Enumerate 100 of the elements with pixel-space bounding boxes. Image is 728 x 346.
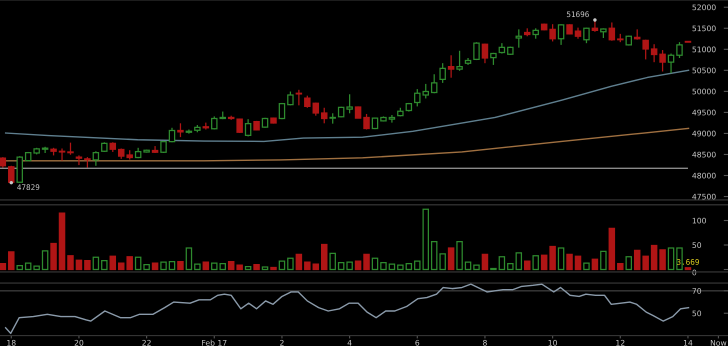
bar [600, 250, 607, 270]
bar [626, 256, 632, 270]
candlestick [558, 24, 564, 46]
bar [244, 266, 252, 270]
bar [507, 263, 514, 270]
bar [143, 264, 150, 270]
bar [296, 254, 302, 270]
candlestick [118, 148, 124, 160]
candlestick [490, 52, 497, 66]
bar [490, 268, 497, 270]
candlestick [126, 150, 133, 160]
bar [473, 264, 480, 270]
bar [0, 263, 6, 270]
candlestick [608, 22, 616, 42]
bar [406, 263, 412, 270]
bar [346, 262, 353, 270]
candlestick [439, 62, 446, 84]
candlestick [354, 106, 362, 120]
candlestick [0, 156, 6, 168]
bar [177, 261, 184, 270]
bar [422, 208, 429, 270]
candlestick [574, 27, 582, 40]
candlestick [177, 122, 184, 138]
candlestick [676, 42, 683, 59]
candlestick [312, 102, 320, 116]
candlestick [244, 118, 252, 138]
candlestick [642, 39, 649, 60]
bar [388, 263, 396, 270]
bar [33, 265, 40, 270]
bar [583, 262, 590, 270]
bar [278, 260, 286, 270]
candlestick [211, 116, 218, 130]
candlestick [76, 154, 82, 166]
bar [397, 264, 404, 270]
bar [219, 263, 226, 270]
bar [50, 242, 57, 270]
bar [228, 261, 234, 270]
candlestick [583, 27, 590, 44]
bar [92, 256, 100, 270]
candlestick [430, 74, 438, 94]
bar [439, 253, 446, 270]
bar [253, 264, 260, 270]
bar [482, 254, 488, 270]
candlestick [549, 24, 556, 42]
bar [202, 262, 210, 270]
bar [566, 254, 573, 270]
bar [498, 256, 506, 270]
bar [16, 264, 23, 270]
bar [194, 263, 201, 270]
candlestick [287, 90, 294, 106]
candlestick [532, 28, 539, 40]
bar [211, 262, 218, 270]
bar [372, 258, 378, 270]
bar [321, 244, 328, 270]
bar [634, 250, 640, 270]
candlestick [498, 42, 506, 54]
candlestick [363, 113, 370, 130]
candlestick [668, 52, 674, 74]
bar [110, 256, 116, 270]
bar [414, 260, 421, 270]
bar [134, 256, 142, 270]
bar [312, 263, 320, 270]
candlestick [296, 89, 302, 106]
candlestick [422, 83, 429, 100]
candlestick [321, 107, 328, 124]
candlestick [473, 42, 480, 61]
bar [668, 247, 674, 270]
bar [464, 262, 472, 270]
bar [42, 250, 48, 270]
candlestick [414, 88, 421, 108]
candlestick [84, 156, 91, 168]
candlestick [456, 50, 463, 72]
bar [532, 255, 539, 270]
candlestick [304, 95, 311, 108]
candlestick [448, 54, 454, 78]
bar [126, 256, 133, 270]
candlestick [338, 106, 344, 118]
bar [262, 266, 268, 270]
candlestick [650, 44, 658, 63]
candlestick [92, 150, 100, 166]
bar [659, 249, 666, 270]
candlestick [236, 118, 243, 134]
candlestick [659, 49, 666, 72]
bar [363, 254, 370, 270]
bar [540, 254, 548, 270]
candlestick [346, 94, 353, 114]
bar [608, 228, 616, 270]
bar [617, 263, 624, 270]
bar [236, 264, 243, 270]
bar [304, 262, 311, 270]
bar [524, 260, 530, 270]
bar [186, 247, 192, 270]
bar [549, 246, 556, 270]
bar [101, 260, 108, 270]
bar [84, 260, 91, 270]
bar [152, 262, 158, 270]
bar [76, 260, 82, 270]
bar [516, 252, 522, 270]
bar [456, 240, 463, 270]
bar [24, 262, 32, 270]
